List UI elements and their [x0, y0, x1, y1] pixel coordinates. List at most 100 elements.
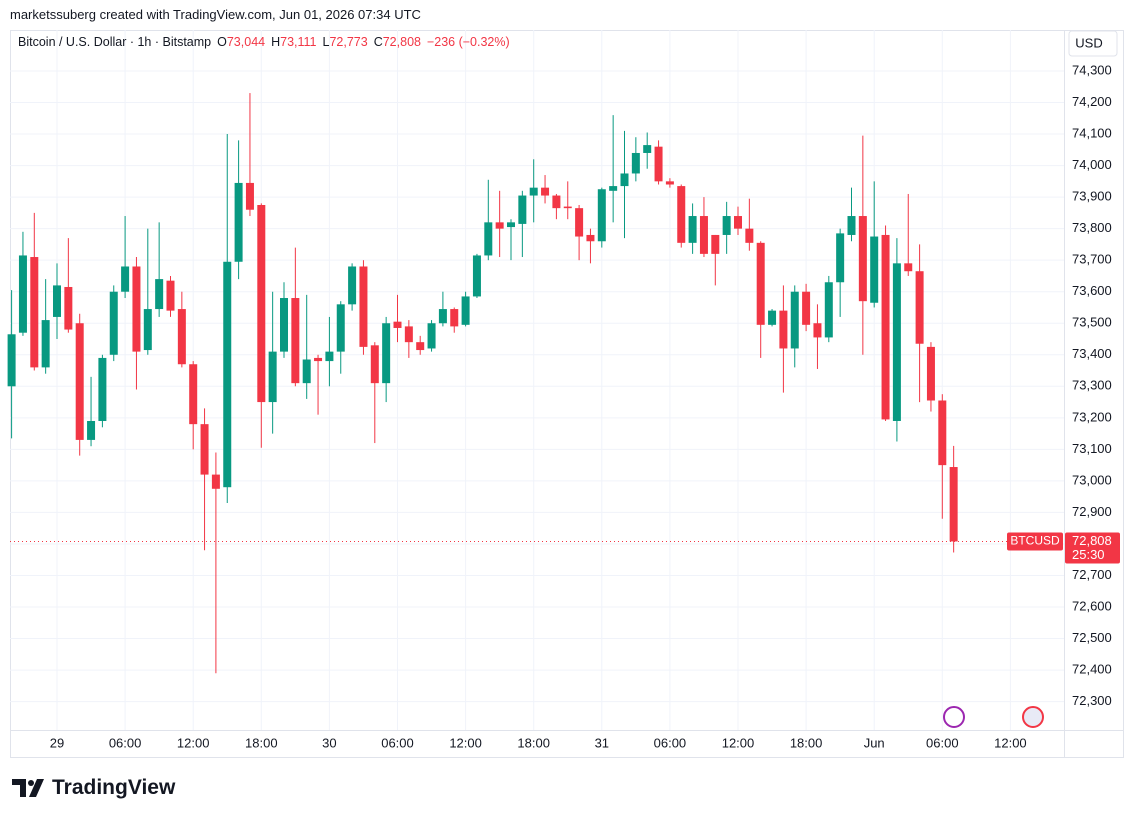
icon	[943, 706, 965, 728]
candle-body	[620, 173, 629, 187]
candle-body	[53, 285, 61, 317]
y-tick-label: 72,300	[1072, 693, 1112, 708]
x-tick-label: 18:00	[790, 735, 823, 750]
y-tick-label: 72,600	[1072, 598, 1112, 613]
candle-body	[495, 222, 504, 229]
candle-body	[211, 474, 220, 489]
change: −236 (−0.32%)	[426, 35, 510, 49]
ohlc-value: 73,044	[226, 35, 266, 49]
x-tick-label: 06:00	[381, 735, 414, 750]
candle-body	[302, 359, 311, 384]
countdown: 25:30	[1072, 547, 1105, 562]
x-tick-label: 12:00	[449, 735, 482, 750]
ohlc-value: 72,808	[382, 35, 421, 49]
candle-body	[722, 216, 731, 235]
candle-body	[779, 310, 788, 349]
candle-body	[7, 334, 16, 387]
candle-body	[245, 182, 254, 210]
logo: TradingView	[12, 776, 175, 800]
candle-body	[529, 187, 538, 196]
candle-body	[336, 304, 345, 352]
candle-body	[359, 266, 368, 347]
candle-body	[518, 195, 527, 224]
candle-body	[824, 282, 833, 338]
candle-body	[166, 280, 175, 311]
icons	[943, 706, 1044, 728]
ohlc-key: L	[322, 35, 330, 49]
candle-body	[688, 216, 697, 243]
candle-body	[677, 186, 686, 243]
candle-body	[87, 420, 96, 440]
candle-body	[881, 234, 890, 420]
candle-body	[711, 234, 720, 254]
y-tick-label: 73,400	[1072, 346, 1112, 361]
candle-body	[563, 206, 572, 209]
ohlc-value: 73,111	[280, 35, 317, 49]
candle-body	[461, 296, 470, 325]
candle-body	[64, 286, 73, 330]
currency-button[interactable]	[1068, 30, 1118, 57]
y-tick-label: 74,000	[1072, 157, 1112, 172]
candles	[7, 93, 958, 674]
candle-body	[393, 321, 402, 328]
candle-body	[200, 424, 209, 475]
candle-body	[609, 186, 618, 191]
candle-body	[132, 266, 141, 352]
logo-text: TradingView	[52, 776, 176, 799]
candle-body	[98, 357, 107, 421]
candle-body	[768, 310, 777, 325]
candle-body	[348, 266, 357, 305]
grid	[10, 30, 1064, 730]
y-tick-label: 73,800	[1072, 220, 1112, 235]
y-tick-label: 73,200	[1072, 409, 1112, 424]
candle-body	[790, 291, 799, 349]
candle-body	[223, 261, 232, 488]
candle-body	[597, 189, 606, 242]
y-tick-label: 73,700	[1072, 252, 1112, 267]
candle-body	[143, 309, 152, 351]
candle-body	[541, 187, 550, 196]
candle-body	[472, 255, 481, 297]
candle-body	[813, 323, 822, 338]
x-tick-label: 29	[50, 735, 64, 750]
y-tick-label: 74,100	[1072, 125, 1112, 140]
icon	[1022, 706, 1044, 728]
candle-body	[75, 323, 84, 440]
ohlc-key: C	[373, 35, 383, 49]
legend: Bitcoin / U.S. Dollar · 1h · Bitstamp O73…	[18, 35, 510, 49]
candle-body	[745, 228, 754, 243]
candle-body	[552, 195, 561, 209]
candle-body	[915, 271, 924, 344]
candle-body	[836, 233, 845, 283]
candle-body	[484, 222, 493, 256]
candle-body	[189, 364, 198, 425]
candle-body	[699, 216, 708, 254]
candle-body	[234, 182, 243, 262]
x-tick-label: 12:00	[722, 735, 755, 750]
candle-body	[370, 345, 379, 384]
candle-body	[926, 346, 935, 401]
candle-body	[109, 291, 118, 355]
y-tick-label: 73,500	[1072, 315, 1112, 330]
x-tick-label: 06:00	[109, 735, 142, 750]
y-tick-label: 73,600	[1072, 283, 1112, 298]
candle-body	[507, 222, 515, 228]
candle-body	[325, 351, 334, 362]
candle-body	[575, 208, 584, 237]
candle-body	[734, 216, 742, 229]
x-tick-label: 30	[322, 735, 336, 750]
candle-body	[904, 263, 913, 272]
x-tick-label: 12:00	[994, 735, 1027, 750]
candle-body	[177, 309, 186, 365]
x-tick-label: Jun	[864, 735, 885, 750]
x-tick-label: 18:00	[245, 735, 278, 750]
candle-body	[30, 257, 39, 368]
currency: USD	[1075, 35, 1102, 50]
logo-icon	[12, 779, 44, 797]
candle-body	[291, 298, 300, 384]
candle-body	[438, 309, 447, 324]
y-tick-label: 74,300	[1072, 62, 1112, 77]
x-tick-label: 06:00	[654, 735, 687, 750]
